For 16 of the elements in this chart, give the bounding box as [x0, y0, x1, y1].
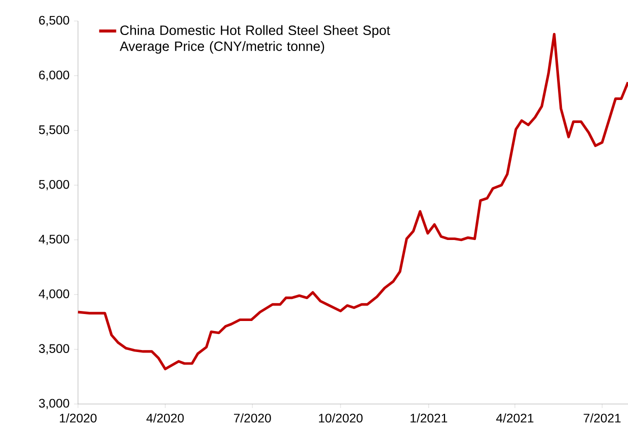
y-tick-label: 3,000	[38, 398, 70, 410]
y-tick-label: 5,500	[38, 125, 70, 136]
x-tick-label: 1/2021	[410, 413, 448, 422]
x-tick-label: 1/2020	[60, 413, 97, 422]
x-tick-label: 4/2021	[496, 413, 534, 422]
y-tick-label: 5,000	[38, 180, 70, 190]
x-tick-label: 10/2020	[318, 413, 363, 422]
x-tick-label: 4/2020	[146, 413, 184, 422]
x-tick-label: 7/2021	[584, 413, 621, 422]
y-tick-label: 6,000	[39, 70, 70, 81]
y-tick-label: 3,500	[38, 344, 70, 354]
y-tick-label: 6,500	[39, 16, 70, 26]
y-tick-label: 4,000	[38, 289, 70, 300]
legend-label: China Domestic Hot Rolled Steel Sheet Spot Average Price (CNY/metric tonne)	[120, 25, 390, 54]
x-tick-label: 7/2020	[234, 413, 271, 422]
y-tick-label: 4,500	[38, 234, 70, 245]
